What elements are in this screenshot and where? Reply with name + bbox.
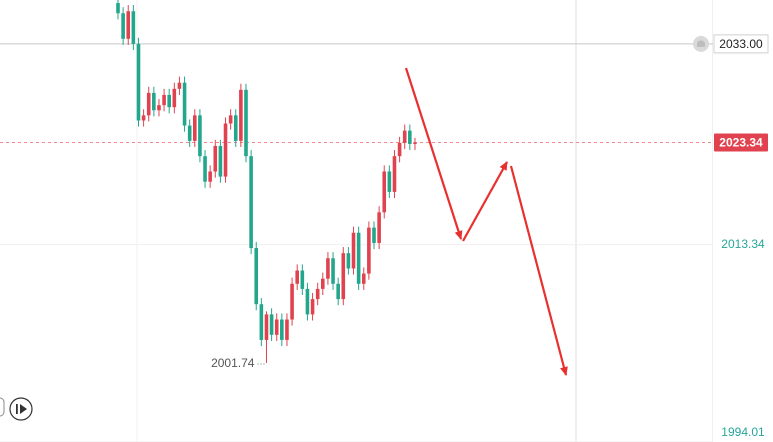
candle-body <box>331 258 335 284</box>
candle-body <box>126 11 131 39</box>
candle-body <box>177 82 182 89</box>
candle-body <box>392 156 397 192</box>
last-price-label: 2023.34 <box>719 136 763 150</box>
replay-triangle <box>20 404 27 414</box>
candle-body <box>351 232 356 269</box>
candle-body <box>361 273 366 284</box>
candle-body <box>377 212 381 243</box>
candle-body <box>141 115 146 121</box>
candle-body <box>146 92 151 116</box>
candle-body <box>280 319 284 340</box>
candle-body <box>136 43 141 121</box>
candle-body <box>274 319 279 335</box>
candle-body <box>269 314 274 335</box>
candle-body <box>187 125 192 141</box>
candle-body <box>402 130 407 143</box>
candle-body <box>413 142 417 144</box>
candle-body <box>157 105 161 111</box>
candle-body <box>208 171 212 182</box>
candle-body <box>239 89 243 141</box>
price-tag-box <box>713 34 769 54</box>
candle-body <box>198 115 202 157</box>
candle-body <box>244 89 248 157</box>
low-label: 2001.74 <box>211 356 255 370</box>
last-price-box <box>714 133 768 152</box>
candle-body <box>408 130 412 144</box>
candle-body <box>315 288 320 300</box>
candle-body <box>305 288 310 315</box>
candle-body <box>336 283 340 300</box>
candle-body <box>213 145 218 172</box>
candle-body <box>162 94 166 106</box>
candle-body <box>131 11 136 44</box>
candle-layer <box>116 0 417 363</box>
candle-body <box>152 92 156 111</box>
candle-body <box>218 145 223 177</box>
candle-body <box>259 304 264 340</box>
arrow <box>404 67 463 240</box>
candle-body <box>233 115 238 141</box>
candle-body <box>249 156 253 249</box>
candle-body <box>387 171 392 192</box>
candle-body <box>356 232 361 284</box>
candle-body <box>121 13 125 39</box>
candle-body <box>397 142 402 157</box>
candle-body <box>193 115 197 141</box>
candle-body <box>341 253 346 300</box>
y-tick-label: 2033.00 <box>719 37 763 51</box>
candle-body <box>367 227 371 274</box>
y-tick-label: 2013.34 <box>721 237 765 251</box>
candle-body <box>285 319 289 340</box>
grid-layer <box>0 43 713 442</box>
arrow <box>509 165 568 376</box>
y-tick-label: 1994.01 <box>721 425 765 439</box>
candle-body <box>182 82 187 126</box>
candle-body <box>300 270 305 289</box>
candle-body <box>172 88 177 108</box>
forecast-arrows <box>404 67 568 376</box>
replay-button[interactable] <box>9 397 33 421</box>
candle-body <box>372 227 376 243</box>
candle-body <box>290 283 294 320</box>
arrow <box>462 161 508 242</box>
candle-body <box>223 123 228 177</box>
candle-body <box>295 270 299 284</box>
replay-bar <box>16 404 18 414</box>
candle-body <box>382 171 387 213</box>
candle-body <box>321 278 325 289</box>
candle-body <box>326 258 330 279</box>
candle-body <box>346 253 351 269</box>
candle-body <box>310 299 315 315</box>
candle-body <box>203 156 207 182</box>
alert-bell <box>697 40 705 47</box>
candle-body <box>228 115 233 124</box>
candle-body <box>167 94 171 108</box>
label-layer: 2033.00 2013.34 1994.01 2023.34 2001.74 <box>211 34 769 439</box>
candle-body <box>116 3 120 14</box>
candle-body <box>254 248 259 305</box>
candle-body <box>264 314 269 340</box>
side-handle[interactable] <box>0 397 5 417</box>
